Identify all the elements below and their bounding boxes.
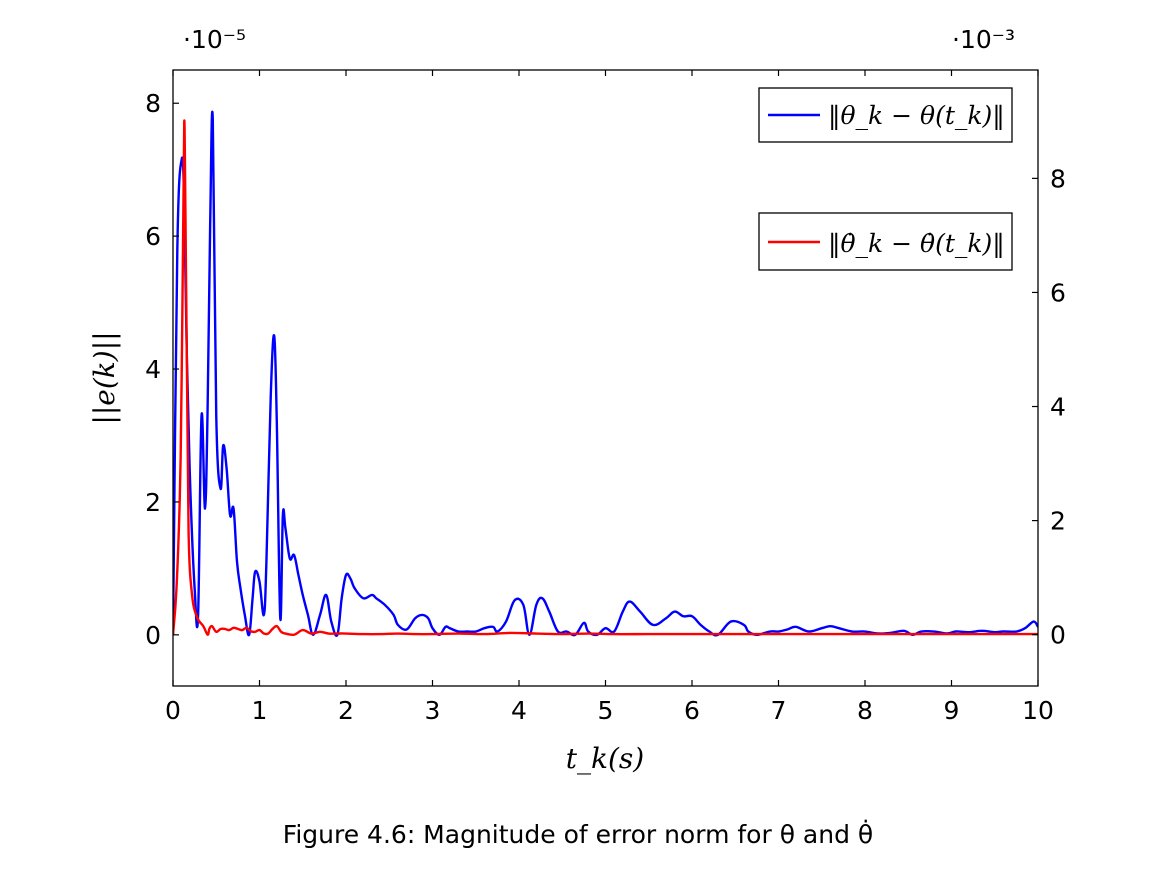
series-line-theta-error	[173, 110, 1038, 637]
x-tick-label: 10	[1022, 696, 1054, 725]
x-tick-label: 9	[944, 696, 960, 725]
x-tick-label: 6	[684, 696, 700, 725]
left-y-tick-label: 2	[145, 488, 161, 517]
legend-entry-theta: ‖θ_k − θ(t_k)‖	[758, 87, 1013, 143]
x-tick-label: 4	[511, 696, 527, 725]
x-tick-label: 1	[252, 696, 268, 725]
left-y-tick-label: 0	[145, 621, 161, 650]
x-tick-label: 2	[338, 696, 354, 725]
x-tick-label: 3	[425, 696, 441, 725]
left-y-tick-label: 6	[145, 222, 161, 251]
y-axis-label: ||e(k)||	[88, 331, 121, 424]
legend-label-theta: ‖θ_k − θ(t_k)‖	[828, 101, 1005, 131]
x-axis-label: t_k(s)	[566, 742, 644, 775]
x-tick-label: 7	[771, 696, 787, 725]
right-y-tick-label: 8	[1050, 164, 1066, 193]
left-axis-scale-label: ·10⁻⁵	[183, 25, 246, 54]
right-y-tick-label: 2	[1050, 507, 1066, 536]
right-axis-scale-label: ·10⁻³	[952, 25, 1015, 54]
x-tick-label: 8	[857, 696, 873, 725]
left-y-tick-label: 4	[145, 355, 161, 384]
right-y-tick-label: 0	[1050, 621, 1066, 650]
x-tick-label: 0	[165, 696, 181, 725]
figure-caption: Figure 4.6: Magnitude of error norm for …	[283, 819, 873, 849]
x-tick-label: 5	[598, 696, 614, 725]
legend-entry-theta-dot: ‖θ̇_k − θ̇(t_k)‖	[758, 212, 1013, 271]
right-y-tick-label: 4	[1050, 393, 1066, 422]
right-y-tick-label: 6	[1050, 278, 1066, 307]
series-line-theta-dot-error	[173, 119, 1038, 637]
legend-label-theta-dot: ‖θ̇_k − θ̇(t_k)‖	[828, 229, 1005, 259]
left-y-tick-label: 8	[145, 89, 161, 118]
